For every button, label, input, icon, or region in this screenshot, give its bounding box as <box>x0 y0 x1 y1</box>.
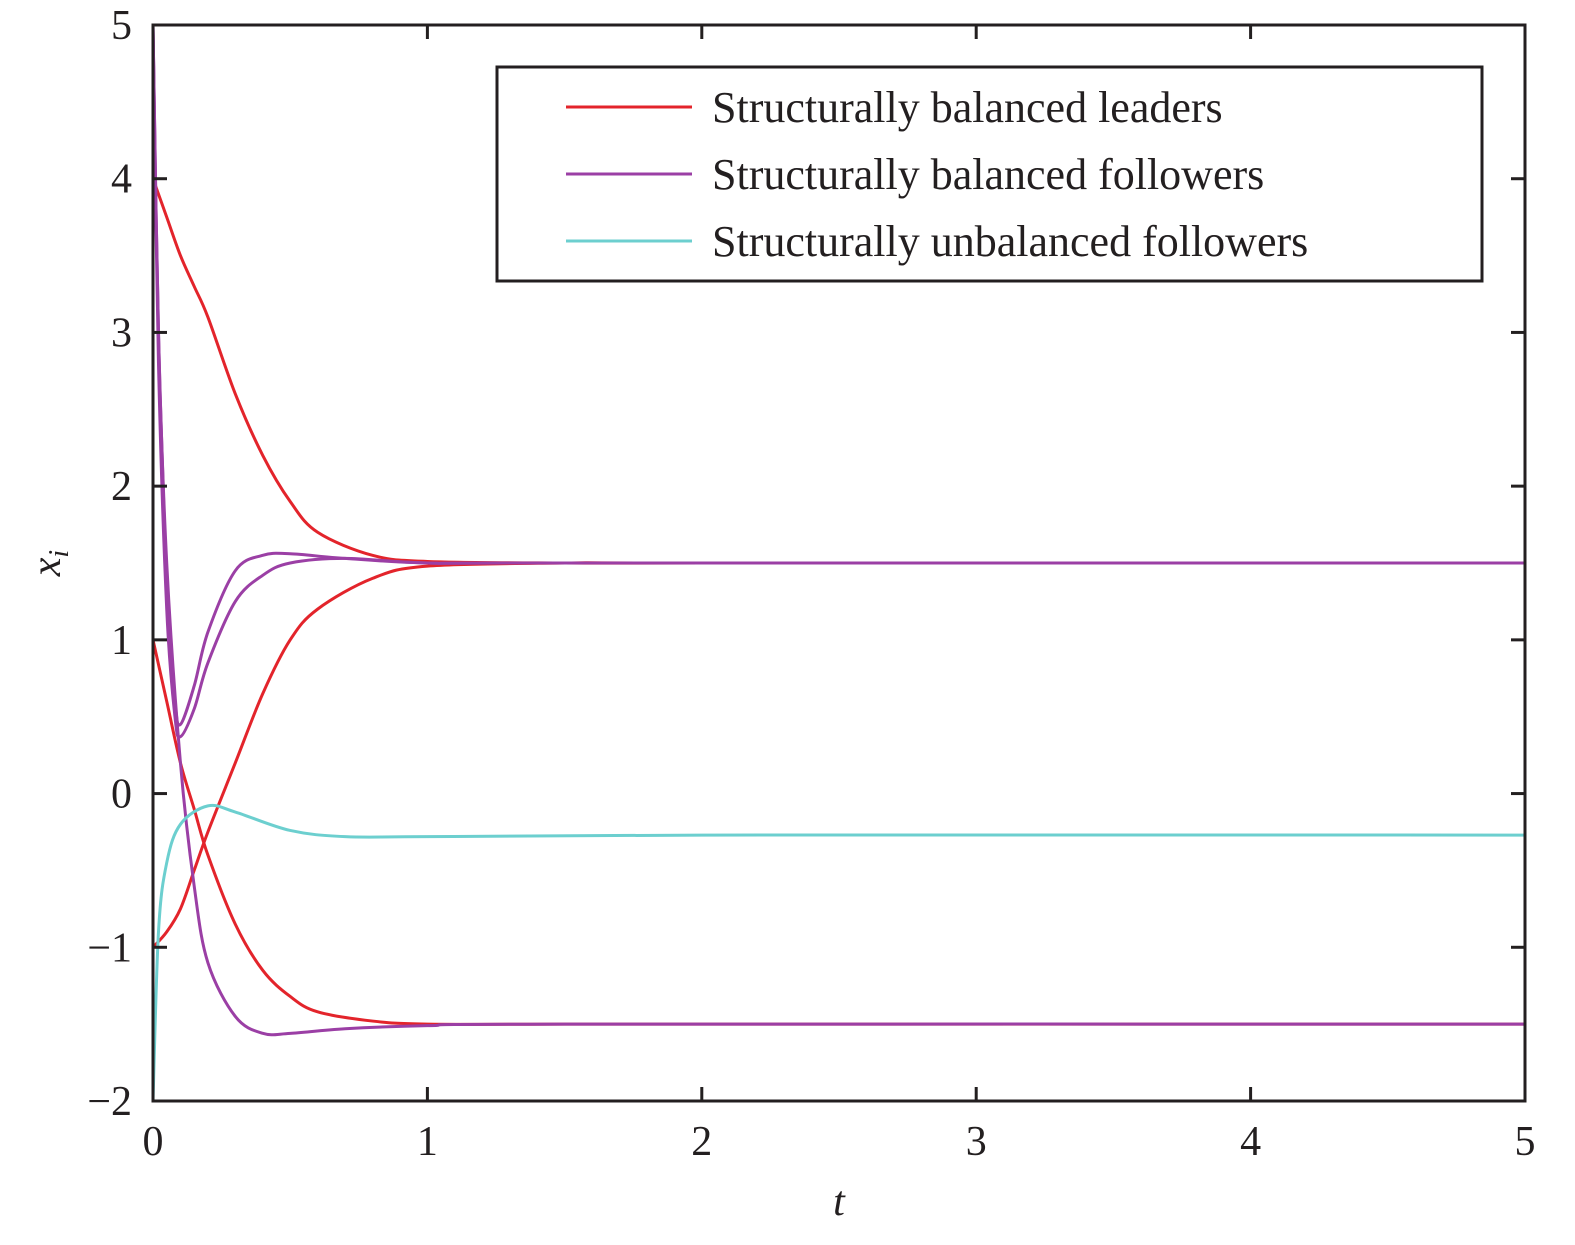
y-tick-label: 3 <box>111 310 132 356</box>
legend-label: Structurally unbalanced followers <box>712 217 1308 266</box>
legend-label: Structurally balanced leaders <box>712 83 1223 132</box>
series-line-2 <box>151 561 1525 949</box>
y-tick-label: −1 <box>87 925 132 971</box>
y-tick-label: 1 <box>111 618 132 664</box>
x-tick-label: 4 <box>1240 1119 1261 1165</box>
x-tick-label: 3 <box>966 1119 987 1165</box>
ticks-layer: 0 1 2 3 4 5 −2 −1 0 1 2 3 4 5 <box>87 3 1535 1165</box>
y-tick-label: −2 <box>87 1079 132 1125</box>
y-tick-label: 5 <box>111 3 132 49</box>
plot-frame <box>151 23 1527 1103</box>
series-line-4 <box>151 24 1525 739</box>
series-line-5 <box>151 24 1526 1037</box>
y-tick-label: 0 <box>111 772 132 818</box>
x-axis-label: t <box>833 1179 846 1225</box>
legend: Structurally balanced leaders Structurall… <box>495 65 1484 283</box>
x-tick-label: 0 <box>143 1119 164 1165</box>
series-line-6 <box>151 803 1526 1102</box>
legend-label: Structurally balanced followers <box>712 150 1264 199</box>
x-tick-label: 1 <box>417 1119 438 1165</box>
series-line-1 <box>151 639 1525 1026</box>
y-tick-label: 4 <box>111 157 132 203</box>
series-layer <box>151 24 1526 1102</box>
y-axis-label: xi <box>24 550 75 577</box>
y-tick-label: 2 <box>111 464 132 510</box>
x-tick-label: 5 <box>1515 1119 1536 1165</box>
x-tick-label: 2 <box>691 1119 712 1165</box>
